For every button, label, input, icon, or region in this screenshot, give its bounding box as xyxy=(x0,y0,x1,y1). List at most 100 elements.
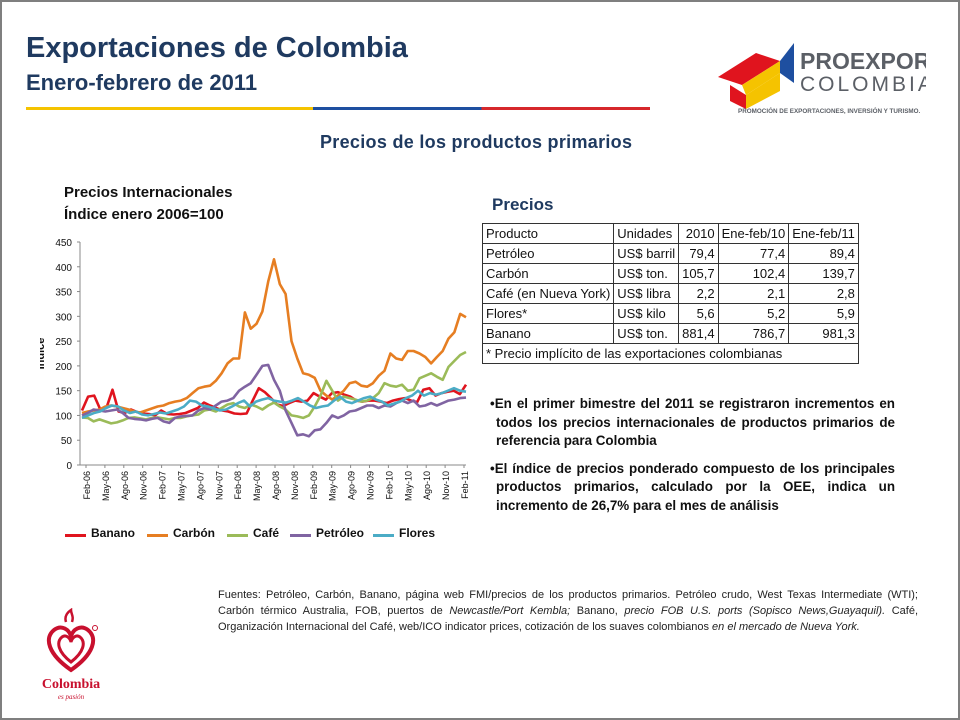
sources-text-2: Newcastle/Port Kembla; xyxy=(449,605,571,617)
table-cell: US$ libra xyxy=(613,283,680,304)
y-tick-label: 400 xyxy=(55,263,72,274)
x-tick-label: Nov-07 xyxy=(214,471,224,500)
x-tick-label: Ago-07 xyxy=(195,471,205,500)
table-header-row: Producto Unidades 2010 Ene-feb/10 Ene-feb/11 xyxy=(481,223,859,244)
y-tick-label: 300 xyxy=(55,312,72,323)
legend-label-carbon: Carbón xyxy=(173,526,215,540)
proexport-logo-icon: PROEXPORT COLOMBIA PROMOCIÓN DE EXPORTAC… xyxy=(718,43,944,115)
table-cell: 5,2 xyxy=(717,303,790,324)
table-footnote: * Precio implícito de las exportaciones … xyxy=(482,343,859,364)
table-row: Carbón US$ ton. 105,7 102,4 139,7 xyxy=(481,263,859,284)
y-tick-label: 250 xyxy=(55,337,72,348)
legend-swatch-cafe xyxy=(227,534,248,537)
x-tick-label: Feb-08 xyxy=(233,471,243,500)
table-cell: Petróleo xyxy=(481,243,615,264)
y-tick-label: 50 xyxy=(61,436,73,447)
bullet-item: •En el primer bimestre del 2011 se regis… xyxy=(490,396,895,448)
x-tick-label: May-10 xyxy=(403,471,413,501)
x-tick-label: Nov-10 xyxy=(441,471,451,500)
table-cell: Café (en Nueva York) xyxy=(481,283,615,304)
legend-label-petroleo: Petróleo xyxy=(316,526,365,540)
legend-label-cafe: Café xyxy=(253,526,280,540)
table-footnote-row: * Precio implícito de las exportaciones … xyxy=(482,343,859,364)
series-line-flores xyxy=(81,386,467,420)
page-title: Exportaciones de Colombia xyxy=(26,32,408,64)
x-tick-label: May-07 xyxy=(177,471,187,501)
table-cell: Banano xyxy=(481,323,615,344)
x-tick-label: Ago-08 xyxy=(271,471,281,500)
table-cell: US$ kilo xyxy=(613,303,680,324)
analysis-bullets: •En el primer bimestre del 2011 se regis… xyxy=(490,395,895,524)
bullet-text-2: El índice de precios ponderado compuesto… xyxy=(494,460,895,513)
table-cell: 786,7 xyxy=(717,323,790,344)
x-tick-label: Feb-11 xyxy=(460,471,470,499)
prices-heading: Precios xyxy=(492,195,554,214)
x-tick-label: Ago-06 xyxy=(120,471,130,500)
table-cell: 881,4 xyxy=(678,323,719,344)
table-cell: 102,4 xyxy=(717,263,790,284)
column-header: Ene-feb/10 xyxy=(717,223,790,244)
table-cell: Carbón xyxy=(481,263,615,284)
sources-text-6: en el mercado de Nueva York. xyxy=(712,621,860,633)
sources-text-3: Banano, xyxy=(570,605,625,617)
colombia-heart-icon: Colombia es pasión xyxy=(42,607,100,701)
column-header: 2010 xyxy=(678,223,719,244)
y-tick-label: 0 xyxy=(66,461,72,472)
legend-label-banano: Banano xyxy=(91,526,136,540)
colombia-word: Colombia xyxy=(42,677,100,692)
table-cell: 2,8 xyxy=(788,283,859,304)
table-cell: 5,6 xyxy=(678,303,719,324)
table-cell: Flores* xyxy=(481,303,615,324)
table-cell: 981,3 xyxy=(788,323,859,344)
colombia-tagline: es pasión xyxy=(58,693,85,701)
proexport-tagline: PROMOCIÓN DE EXPORTACIONES, INVERSIÓN Y … xyxy=(738,106,921,115)
column-header: Ene-feb/11 xyxy=(788,223,859,244)
proexport-line1: PROEXPORT xyxy=(800,48,926,74)
table-row: Petróleo US$ barril 79,4 77,4 89,4 xyxy=(481,243,859,264)
table-cell: 139,7 xyxy=(788,263,859,284)
x-tick-label: Feb-06 xyxy=(82,471,92,500)
legend-swatch-banano xyxy=(65,534,86,537)
table-cell: 105,7 xyxy=(678,263,719,284)
sources-note: Fuentes: Petróleo, Carbón, Banano, págin… xyxy=(218,587,918,635)
table-cell: US$ ton. xyxy=(613,323,680,344)
table-cell: 89,4 xyxy=(788,243,859,264)
y-tick-label: 200 xyxy=(55,362,72,373)
bullet-item: •El índice de precios ponderado compuest… xyxy=(490,460,895,513)
chart-title: Precios Internacionales Índice enero 200… xyxy=(64,182,232,226)
section-title: Precios de los productos primarios xyxy=(320,132,633,152)
table-cell: US$ ton. xyxy=(613,263,680,284)
chart-title-line2: Índice enero 2006=100 xyxy=(64,206,224,223)
price-index-chart: 0 50 100 150 200 250 300 350 400 450 Índice Feb-06 M… xyxy=(40,238,470,501)
table-cell: 79,4 xyxy=(678,243,719,264)
x-tick-label: Ago-09 xyxy=(347,471,357,500)
column-header: Unidades xyxy=(613,223,680,244)
x-tick-label: Nov-08 xyxy=(290,471,300,500)
y-tick-label: 350 xyxy=(55,288,72,299)
legend-swatch-flores xyxy=(373,534,394,537)
bullet-text-1: En el primer bimestre del 2011 se regist… xyxy=(494,396,895,448)
series-line-carbon xyxy=(81,257,467,415)
x-tick-label: Feb-10 xyxy=(384,471,394,500)
table-cell: 2,2 xyxy=(678,283,719,304)
x-tick-label: May-09 xyxy=(328,471,338,501)
table-cell: 77,4 xyxy=(717,243,790,264)
x-tick-label: Ago-10 xyxy=(422,471,432,500)
table-row: Café (en Nueva York) US$ libra 2,2 2,1 2,8 xyxy=(481,283,859,304)
y-tick-label: 150 xyxy=(55,387,72,398)
table-row: Flores* US$ kilo 5,6 5,2 5,9 xyxy=(481,303,859,324)
y-tick-label: 450 xyxy=(55,238,72,249)
table-cell: 2,1 xyxy=(717,283,790,304)
prices-table: Producto Unidades 2010 Ene-feb/10 Ene-feb/11… xyxy=(481,223,859,364)
legend-swatch-petroleo xyxy=(290,534,311,537)
sources-text-1: Fuentes: Petróleo, Carbón, Banano, págin… xyxy=(218,589,918,617)
chart-title-line1: Precios Internacionales xyxy=(64,184,233,201)
proexport-logo: PROEXPORT COLOMBIA PROMOCIÓN DE EXPORTAC… xyxy=(716,39,944,123)
page-subtitle: Enero-febrero de 2011 xyxy=(26,70,258,95)
x-tick-label: Nov-09 xyxy=(366,471,376,500)
x-tick-label: Feb-07 xyxy=(158,471,168,500)
x-tick-label: Nov-06 xyxy=(139,471,149,500)
legend-swatch-carbon xyxy=(147,534,168,537)
table-row: Banano US$ ton. 881,4 786,7 981,3 xyxy=(481,323,859,344)
x-tick-label: Feb-09 xyxy=(309,471,319,500)
